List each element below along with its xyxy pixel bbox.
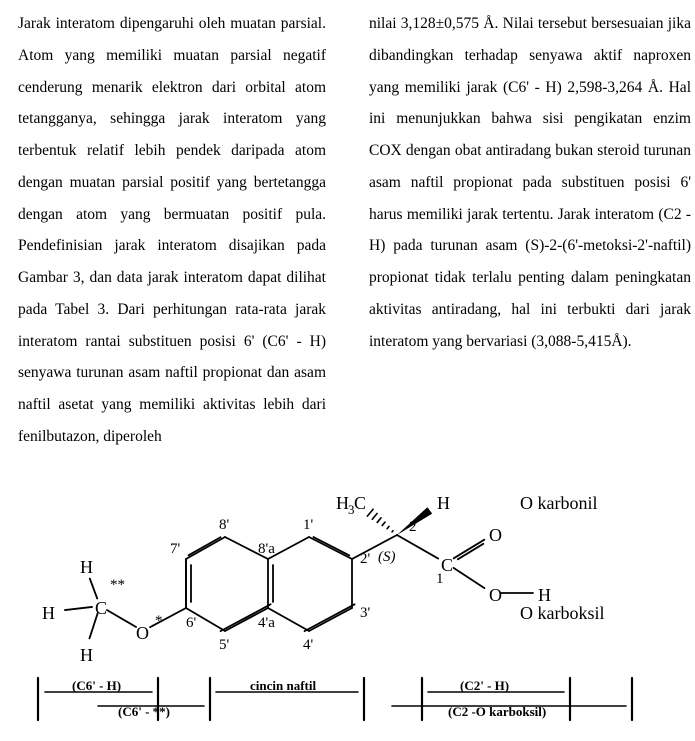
right-paragraph: nilai 3,128±0,575 Å. Nilai tersebut bers… [369,8,691,453]
diagram-label: 5' [219,637,229,654]
diagram-label: O [489,525,502,546]
diagram-label: 2' [360,551,370,568]
diagram-label: C [354,493,366,514]
diagram-label: cincin naftil [250,678,316,694]
diagram-label: O karboksil [520,603,605,624]
diagram-label: 8' [219,517,229,534]
diagram-label: 1 [436,571,444,588]
diagram-label: (C2 -O karboksil) [448,704,546,720]
diagram-label: 3 [348,502,355,518]
diagram-label: O [136,623,149,644]
diagram-label: (S) [378,549,396,566]
diagram-label: (C2' - H) [460,678,509,694]
left-paragraph: Jarak interatom dipengaruhi oleh muatan … [18,8,326,453]
diagram-label: H [437,493,450,514]
diagram-label: 2 [409,519,417,536]
diagram-label: 3' [360,605,370,622]
text-columns: Jarak interatom dipengaruhi oleh muatan … [0,0,695,453]
diagram-label: C [95,598,107,619]
molecule-diagram: HHHC**O*6'5'4'a4'3'2'1'8'a8'7'(S)2HCH3C1… [0,453,695,725]
diagram-label: H [42,603,55,624]
diagram-label: 8'a [258,541,275,558]
diagram-label: H [80,557,93,578]
diagram-label: 6' [186,615,196,632]
diagram-label: 1' [303,517,313,534]
diagram-label: H [80,645,93,666]
diagram-label: (C6' - H) [72,678,121,694]
diagram-label: O [489,585,502,606]
diagram-label: ** [110,577,125,594]
diagram-label: (C6' - **) [118,704,170,720]
diagram-label: O karbonil [520,493,597,514]
diagram-label: 4' [303,637,313,654]
diagram-label: 7' [170,541,180,558]
diagram-label: 4'a [258,615,275,632]
diagram-label: * [155,613,163,630]
